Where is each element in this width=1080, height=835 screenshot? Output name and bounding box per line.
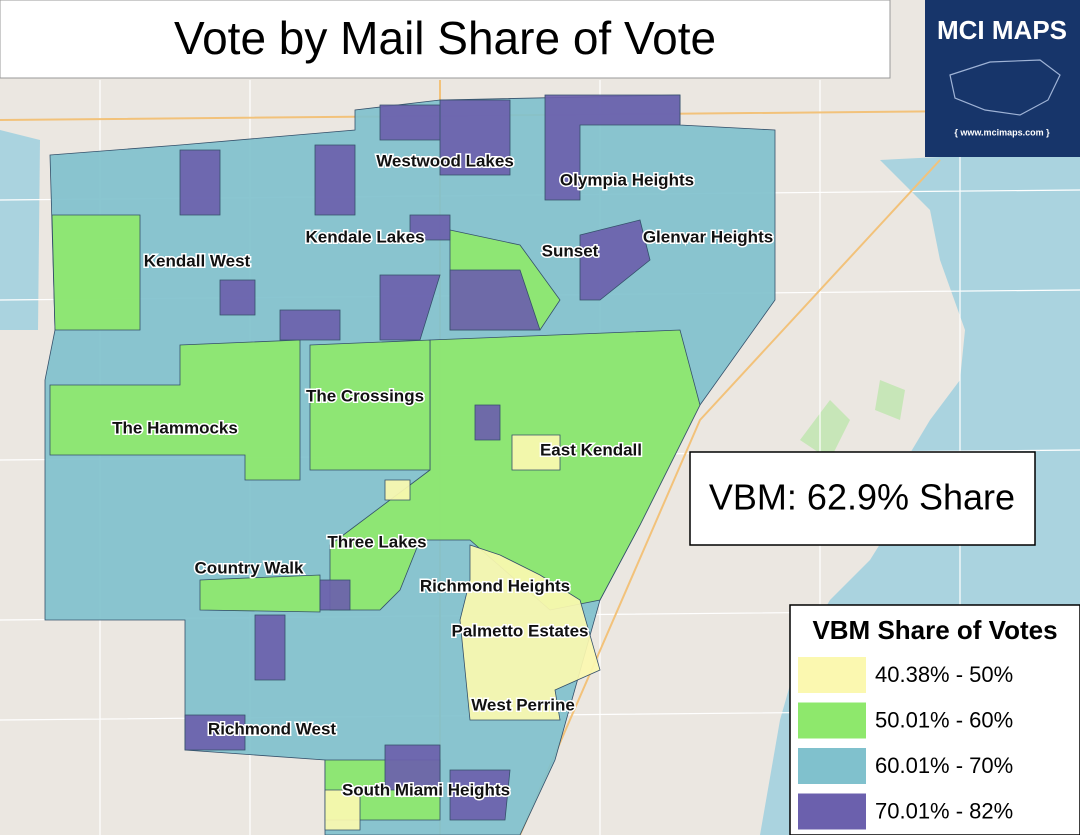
legend-swatch <box>798 748 866 784</box>
logo-url: { www.mcimaps.com } <box>954 127 1050 137</box>
water <box>0 130 40 330</box>
place-label: Westwood Lakes <box>376 151 514 170</box>
place-label: Olympia Heights <box>560 170 694 189</box>
place-label: Country Walk <box>195 558 304 577</box>
place-label: Three Lakes <box>327 532 426 551</box>
district <box>409 214 451 241</box>
place-label: Kendale Lakes <box>305 227 424 246</box>
place-label: Richmond West <box>208 719 336 738</box>
place-labels: Westwood Lakes Olympia Heights Kendale Lak… <box>111 150 775 801</box>
place-label: Palmetto Estates <box>452 621 589 640</box>
place-label: West Perrine <box>471 695 575 714</box>
summary-box <box>689 451 1036 546</box>
district <box>324 434 561 831</box>
legend-label: 60.01% - 70% <box>875 753 1013 778</box>
place-label: The Hammocks <box>112 418 238 437</box>
legend-swatch <box>798 702 866 739</box>
legend-label: 50.01% - 60% <box>875 707 1013 732</box>
title-box <box>0 0 891 79</box>
district <box>51 214 141 331</box>
place-label: Glenvar Heights <box>643 227 773 246</box>
title: Vote by Mail Share of Vote <box>174 12 716 64</box>
logo-map <box>949 59 1061 116</box>
place-label: Richmond Heights <box>420 576 570 595</box>
legend-title: VBM Share of Votes <box>812 615 1057 645</box>
legend-swatch <box>798 657 866 693</box>
legend-label: 40.38% - 50% <box>875 662 1013 687</box>
place-label: South Miami Heights <box>342 780 510 799</box>
district <box>179 94 681 216</box>
park <box>800 380 905 460</box>
districts <box>44 94 776 835</box>
legend-items: 40.38% - 50% 50.01% - 60% 60.01% - 70% 70.0… <box>798 657 1013 830</box>
logo-name: MCI MAPS <box>937 15 1067 45</box>
legend-swatch <box>798 793 866 830</box>
place-label: Kendall West <box>144 251 251 270</box>
place-label: East Kendall <box>540 440 642 459</box>
district <box>459 544 601 721</box>
district <box>49 339 301 481</box>
place-label: The Crossings <box>306 386 424 405</box>
summary: VBM: 62.9% Share <box>709 477 1015 518</box>
district <box>184 579 511 821</box>
district <box>309 339 431 471</box>
place-label: Sunset <box>542 241 599 260</box>
legend-label: 70.01% - 82% <box>875 798 1013 823</box>
district <box>219 219 651 441</box>
